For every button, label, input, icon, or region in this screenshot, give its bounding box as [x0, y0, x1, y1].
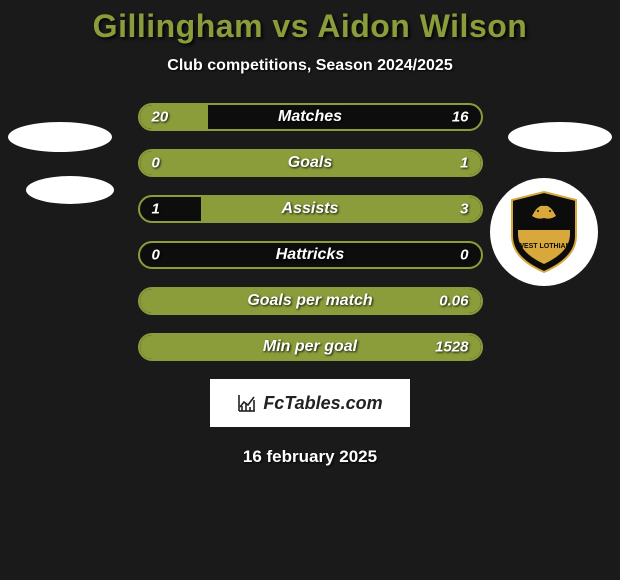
stat-value-left: 0: [152, 247, 160, 264]
brand-icon: [237, 393, 257, 413]
page-title: Gillingham vs Aidon Wilson: [0, 8, 620, 45]
stat-label: Min per goal: [140, 338, 481, 356]
stat-value-right: 16: [452, 109, 469, 126]
page-subtitle: Club competitions, Season 2024/2025: [0, 57, 620, 75]
stat-row: Hattricks0 0: [138, 241, 483, 269]
stat-row: Min per goal1528: [138, 333, 483, 361]
stat-row: Goals per match0.06: [138, 287, 483, 315]
stat-label: Hattricks: [140, 246, 481, 264]
stat-row: Matches20 16: [138, 103, 483, 131]
date-label: 16 february 2025: [0, 447, 620, 467]
right-team-placeholder: [508, 122, 612, 152]
stat-label: Assists: [140, 200, 481, 218]
shield-icon: WEST LOTHIAN: [508, 190, 580, 274]
stats-bars: Matches2016Goals01Assists13Hattricks00Go…: [138, 103, 483, 361]
brand-label: FcTables.com: [263, 393, 382, 414]
stat-value-right: 0.06: [439, 293, 468, 310]
svg-text:WEST LOTHIAN: WEST LOTHIAN: [517, 243, 570, 250]
stat-value-right: 1528: [435, 339, 468, 356]
right-team-badge: WEST LOTHIAN: [490, 178, 598, 286]
stat-value-right: 1: [460, 155, 468, 172]
stat-value-right: 0: [460, 247, 468, 264]
stat-value-right: 3: [460, 201, 468, 218]
stat-value-left: 1: [152, 201, 160, 218]
stat-row: Assists1 3: [138, 195, 483, 223]
left-team-placeholder-2: [26, 176, 114, 204]
stat-label: Goals per match: [140, 292, 481, 310]
stat-value-left: 0: [152, 155, 160, 172]
stat-value-left: 20: [152, 109, 169, 126]
stat-row: Goals0 1: [138, 149, 483, 177]
left-team-placeholder-1: [8, 122, 112, 152]
stat-label: Goals: [140, 154, 481, 172]
brand-box[interactable]: FcTables.com: [210, 379, 410, 427]
stat-label: Matches: [140, 108, 481, 126]
